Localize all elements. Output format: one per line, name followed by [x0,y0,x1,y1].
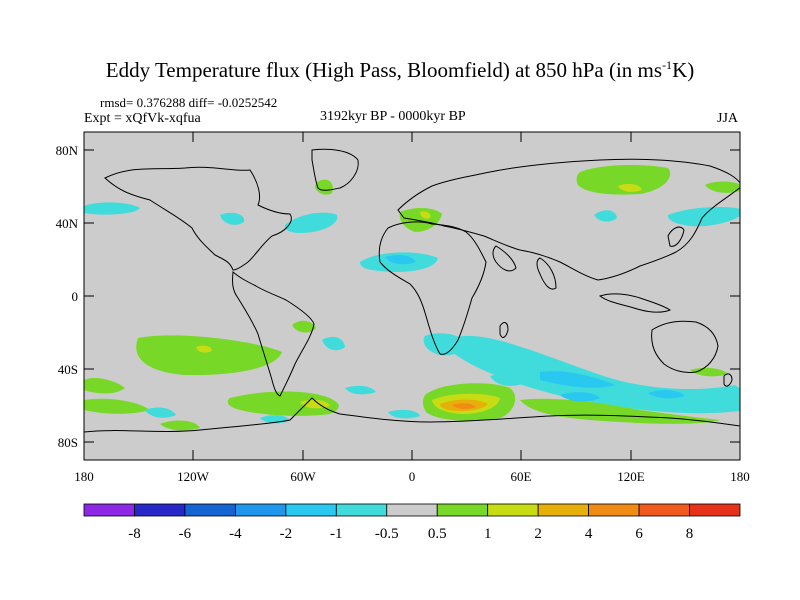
patch-weddell-negative-2 [388,409,420,419]
lat-label: 80S [58,435,78,450]
patch-na-negative [220,212,245,225]
patch-greenland-positive [315,179,333,195]
coast-arabia [492,245,517,272]
tick-marks [84,132,740,460]
colorbar-label: 0.5 [428,526,447,542]
patch-spac-strong [196,345,212,353]
coast-japan [667,226,685,247]
coast-australia [651,320,719,373]
patch-south-atlantic-negative [490,374,522,386]
patch-australia-south-strong [648,390,685,399]
colorbar-box [134,503,186,517]
colorbar-box [83,503,135,517]
colorbar-label: -1 [330,526,343,542]
patch-drake-positive [227,391,339,416]
patch-ross-negative [145,407,176,418]
patch-pacific-negative [84,202,140,215]
patch-indian-southern-strong [560,392,600,402]
colorbar-label: -2 [280,526,293,542]
coast-eurasia [397,158,740,281]
colorbar [83,503,741,517]
coastlines [84,148,740,433]
lon-label: 180 [730,469,750,484]
patch-spac-positive [136,335,282,376]
patch-brazil-negative [322,336,345,351]
lon-label: 120E [617,469,645,484]
colorbar-label: -4 [229,526,242,542]
lon-label: 60E [511,469,532,484]
colorbar-label: 8 [686,526,694,542]
colorbar-label: 4 [585,526,593,542]
lat-label: 40S [58,362,78,377]
coast-madagascar [499,322,509,338]
colorbar-box [184,503,236,517]
season-label: JJA [717,111,739,126]
plot-title: Eddy Temperature flux (High Pass, Bloomf… [0,58,800,83]
lon-label: 0 [409,469,416,484]
colorbar-label: -8 [128,526,141,542]
colorbar-box [436,503,489,517]
lon-label: 120W [177,469,210,484]
experiment-label: Expt = xQfVk-xqfua [84,111,201,126]
title-end: K) [672,58,695,82]
colorbar-label: 6 [635,526,643,542]
patch-atlantic-southern-peak [452,403,476,410]
colorbar-label: -6 [179,526,192,542]
coast-south-america [232,270,315,397]
colorbar-box [487,503,539,517]
patch-siberia-positive [576,164,671,195]
patch-nz-positive [690,367,728,377]
patch-atlantic-negative [284,212,338,233]
coast-maritime-continent [598,293,672,313]
lon-label: 60W [290,469,316,484]
colorbar-label: 1 [484,526,492,542]
patch-asia-negative [594,210,617,222]
lat-label: 40N [56,216,79,231]
patch-far-east-positive [705,181,740,193]
colorbar-box [588,503,640,517]
coast-antarctica [84,397,740,433]
coast-north-america [104,166,292,271]
patch-southern-pacific-positive [84,377,125,394]
colorbar-labels: -8 -6 -4 -2 -1 -0.5 0.5 1 2 4 6 8 [128,526,693,542]
coast-india [536,257,557,290]
colorbar-box [285,503,337,517]
lat-label: 80N [56,143,79,158]
title-superscript: -1 [662,58,673,72]
patch-sahara-strong [385,254,416,265]
patch-weddell-negative [345,385,376,395]
patch-siberia-strong [618,183,642,192]
patch-sa-positive [292,320,316,333]
patch-southern-pacific-positive-2 [84,398,150,414]
lat-label: 0 [72,289,79,304]
colorbar-box [689,503,741,517]
title-main: Eddy Temperature flux (High Pass, Bloomf… [105,58,663,82]
patch-europe-strong [420,211,431,219]
patch-npac-negative [667,207,740,227]
period-label: 3192kyr BP - 0000kyr BP [320,109,466,124]
lat-labels: 80N 40N 0 40S 80S [56,143,79,450]
stats-text: rmsd= 0.376288 diff= -0.0252542 [100,95,278,110]
colorbar-box [335,503,388,517]
coast-greenland [311,148,359,191]
colorbar-box [234,503,287,517]
patch-europe-positive [399,208,442,232]
colorbar-box [537,503,590,517]
lon-label: 180 [74,469,94,484]
lon-labels: 180 120W 60W 0 60E 120E 180 [74,469,750,484]
patch-amundsen-positive [160,420,200,431]
patch-indian-ocean-strong [540,371,615,388]
colorbar-box [638,503,690,517]
coast-africa [378,221,487,355]
colorbar-label: 2 [534,526,542,542]
colorbar-box [386,503,438,517]
colorbar-label: -0.5 [375,526,399,542]
coast-new-zealand [723,373,733,387]
